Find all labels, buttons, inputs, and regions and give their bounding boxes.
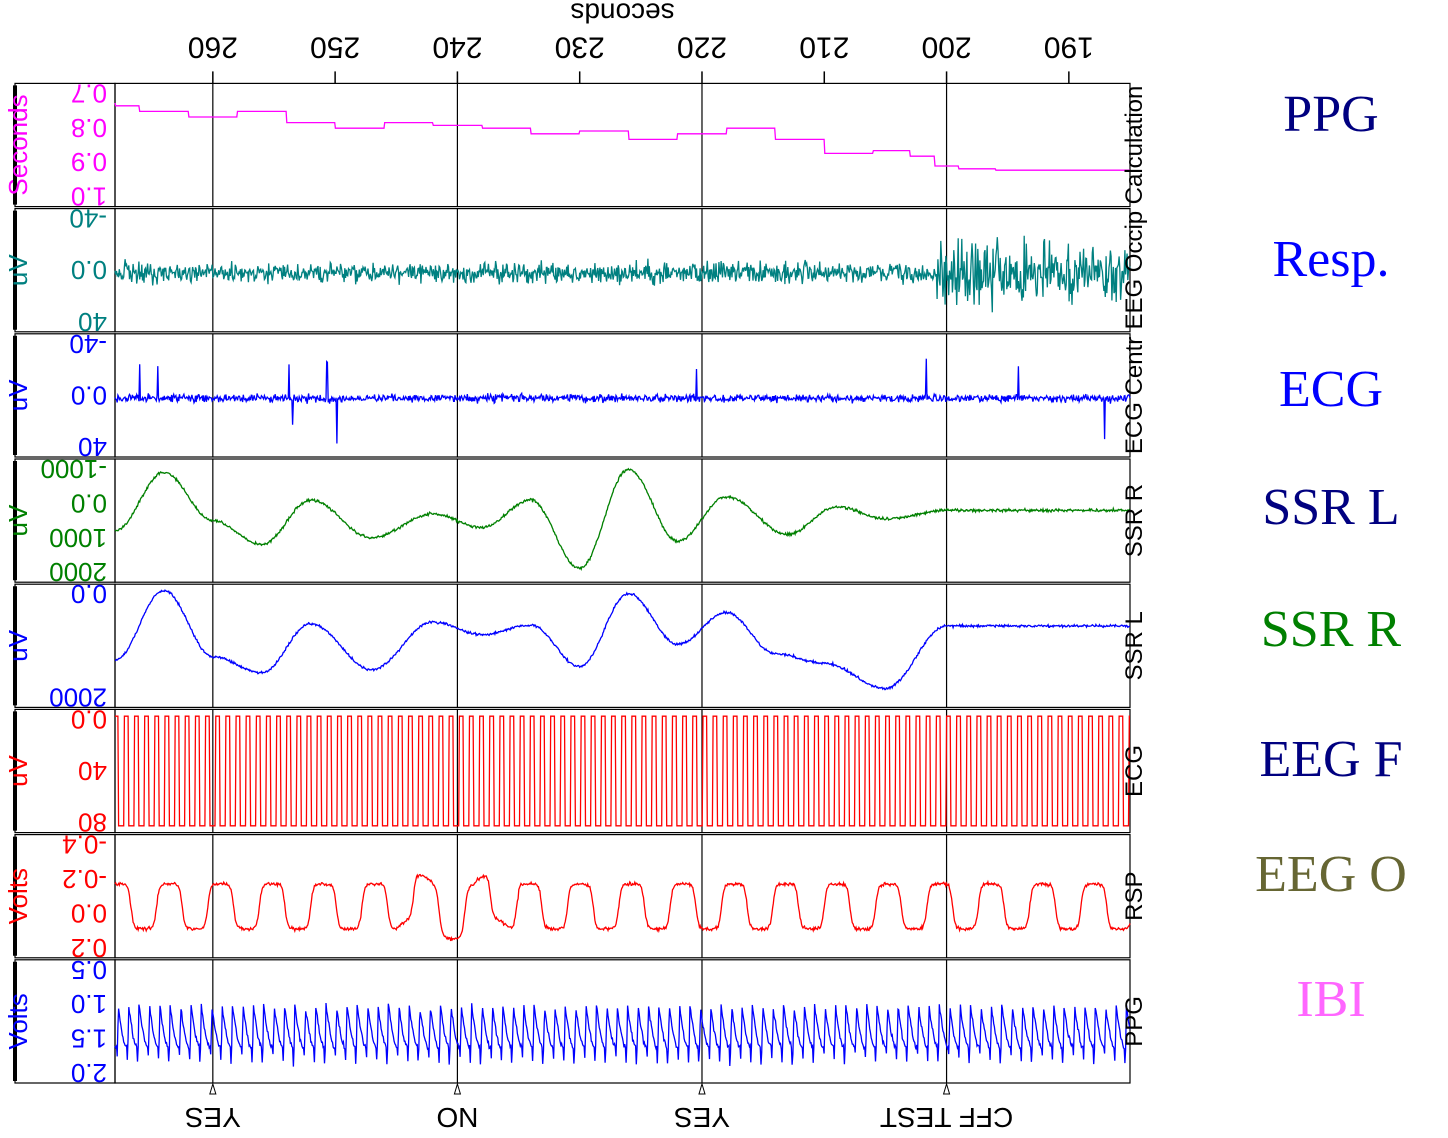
tick-label-ecg-0: 0.0 [71,704,107,734]
tick-label-ssr-r-3: 2000 [49,557,107,587]
tick-label-ssr-r-2: 1000 [49,523,107,553]
chart-wrapper: 0.5 1.0 1.5 2.0 Volts PPG -0.4 -0.2 0.0 0.2 Volts R… [3,0,1148,1133]
tick-label-calculation-3: 1.0 [71,182,107,212]
unit-label-eeg-occip: uV [3,254,33,286]
x-tick-label-260: 260 [188,30,238,63]
legend-item-ibi: IBI [1296,971,1366,1028]
trace-ppg [114,1002,1131,1067]
trace-rsp [114,873,1131,942]
legend-item-eeg-o: EEG O [1255,846,1407,903]
unit-label-ppg: Volts [3,993,33,1049]
x-tick-label-250: 250 [310,30,360,63]
tick-label-ppg-1: 1.0 [71,989,107,1019]
x-tick-label-190: 190 [1044,30,1094,63]
tick-label-calculation-0: 0.7 [71,78,107,108]
event-label-yes-260: YES [185,1102,241,1133]
event-marker-240 [453,1082,462,1095]
tick-label-ecg-2: 80 [78,808,107,838]
channel-name-ecg-centr: ECG Centr [1121,337,1148,454]
tick-label-ecg-centr-1: 0.0 [71,380,107,410]
panel-frame-ssr-r [114,458,1131,583]
tick-label-rsp-1: -0.2 [62,864,107,894]
tick-label-ppg-3: 2.0 [71,1058,107,1088]
legend-item-resp: Resp. [1272,231,1390,288]
tick-label-ecg-1: 40 [78,756,107,786]
tick-label-rsp-2: 0.0 [71,898,107,928]
tick-label-ppg-2: 1.5 [71,1024,107,1054]
tick-label-ecg-centr-2: 40 [78,432,107,462]
event-label-no-240: NO [436,1102,478,1133]
panel-frame-ppg [114,959,1131,1084]
trace-calculation [114,102,1130,171]
panel-frame-calculation [114,82,1131,208]
unit-label-calculation: Seconds [3,94,33,195]
event-label-cff-test-200: CFF TEST [880,1102,1013,1133]
unit-label-ecg: uV [3,754,33,786]
channel-name-calculation: Calculation [1121,86,1148,205]
channel-name-eeg-occip: EEG Occip [1121,211,1148,330]
tick-label-calculation-2: 0.9 [71,147,107,177]
tick-label-ssr-r-1: 0.0 [71,488,107,518]
panel-frame-ssr-l [114,583,1131,708]
x-tick-label-240: 240 [432,30,482,63]
tick-label-ssr-r-0: -1000 [41,454,108,484]
tick-label-ecg-centr-0: -40 [69,329,107,359]
x-tick-label-200: 200 [922,30,972,63]
x-tick-label-210: 210 [799,30,849,63]
unit-label-ssr-r: uV [3,504,33,536]
panel-frame-rsp [114,834,1131,959]
tick-label-eeg-occip-0: -40 [69,204,107,234]
tick-label-calculation-1: 0.8 [71,113,107,143]
panel-frame-ecg [114,708,1131,834]
event-marker-200 [942,1082,951,1095]
tick-label-eeg-occip-2: 40 [78,307,107,337]
legend-item-ecg: ECG [1279,361,1383,418]
channel-name-ssr-l: SSR L [1121,611,1148,680]
channel-name-ppg: PPG [1121,996,1148,1047]
tick-label-ssr-l-0: 0.0 [71,579,107,609]
channel-name-ssr-r: SSR R [1121,484,1148,557]
channel-name-ecg: ECG [1121,745,1148,797]
legend-item-ppg: PPG [1283,86,1379,143]
event-label-yes-220: YES [674,1102,730,1133]
tick-label-ssr-l-1: 2000 [49,682,107,712]
legend-item-ssr-l: SSR L [1262,479,1400,536]
event-marker-220 [698,1082,706,1095]
event-marker-260 [209,1082,217,1095]
trace-ssr-l [114,589,1131,691]
trace-ecg-centr [114,358,1131,444]
x-axis-label: seconds [570,0,674,28]
tick-label-rsp-0: -0.4 [62,830,107,860]
tick-label-ppg-0: 0.5 [71,955,107,985]
trace-ecg [115,715,1130,827]
multi-panel-chart: 0.5 1.0 1.5 2.0 Volts PPG -0.4 -0.2 0.0 0.2 Volts R… [3,0,1148,1133]
legend-item-ssr-r: SSR R [1260,601,1402,658]
tick-label-rsp-3: 0.2 [71,933,107,963]
unit-label-rsp: Volts [3,868,33,924]
channel-name-rsp: RSP [1121,872,1148,921]
x-tick-label-220: 220 [677,30,727,63]
trace-eeg-occip [114,235,1131,313]
x-tick-label-230: 230 [555,30,605,63]
trace-ssr-r [114,467,1131,571]
unit-label-ssr-l: uV [3,629,33,661]
legend-item-eeg-f: EEG F [1259,731,1403,788]
unit-label-ecg-centr: uV [3,379,33,411]
tick-label-eeg-occip-1: 0.0 [71,255,107,285]
